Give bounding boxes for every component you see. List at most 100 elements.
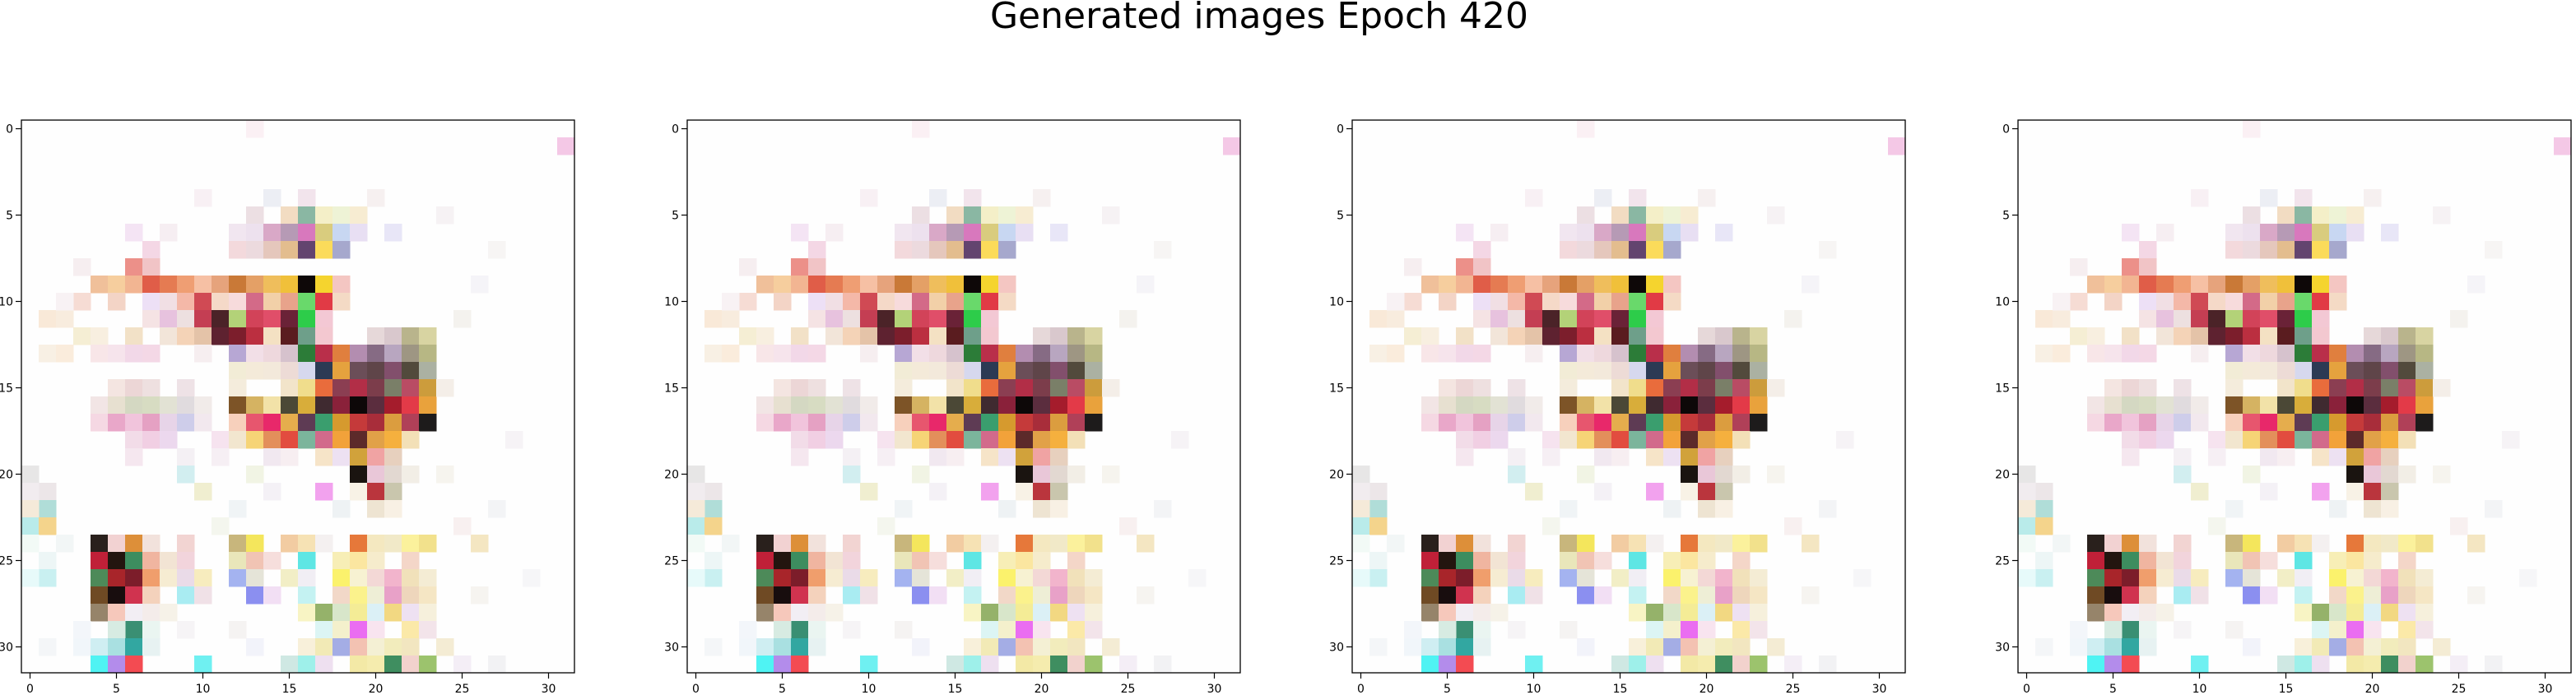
panel-3-pixel <box>1421 327 1439 345</box>
panel-3-pixel <box>1802 586 1820 605</box>
panel-2-pixel <box>1067 327 1086 345</box>
panel-3-pixel <box>1508 327 1526 345</box>
panel-2-pixel <box>912 552 930 570</box>
panel-4-pixel <box>2329 414 2347 432</box>
panel-4-pixel <box>2035 552 2053 570</box>
panel-1-pixel <box>367 569 385 587</box>
panel-1-pixel <box>263 362 281 380</box>
panel-2-pixel <box>998 276 1016 294</box>
panel-2-pixel <box>1033 500 1051 518</box>
panel-4-pixel <box>2329 293 2347 311</box>
panel-2-pixel <box>774 345 792 363</box>
panel-3-pixel <box>1715 604 1733 622</box>
panel-1-pixel <box>177 414 195 432</box>
panel-4-pixel <box>2104 379 2123 397</box>
panel-4-pixel <box>2364 327 2382 345</box>
panel-1-pixel <box>263 345 281 363</box>
panel-4-pixel <box>2346 569 2364 587</box>
panel-3-pixel <box>1698 362 1716 380</box>
panel-1-pixel <box>212 276 230 294</box>
panel-1-pixel <box>384 466 402 484</box>
panel-1-pixel <box>332 396 351 415</box>
panel-3-pixel <box>1560 396 1578 415</box>
panel-1-pixel <box>246 414 264 432</box>
panel-2-y-tick-label: 10 <box>664 296 679 309</box>
panel-4-pixel <box>2398 552 2416 570</box>
panel-3-pixel <box>1784 656 1802 674</box>
panel-4-pixel <box>2312 535 2330 553</box>
panel-1-x-tick-label: 30 <box>542 683 556 695</box>
panel-4-pixel <box>2346 362 2364 380</box>
panel-2-pixel <box>946 379 965 397</box>
panel-4-pixel <box>2035 345 2053 363</box>
panel-2-pixel <box>981 535 999 553</box>
panel-3-pixel <box>1646 293 1664 311</box>
panel-4-pixel <box>2502 431 2520 449</box>
panel-4-pixel <box>2364 586 2382 605</box>
panel-2-pixel <box>722 535 740 553</box>
panel-4-pixel <box>2346 379 2364 397</box>
panel-2-pixel <box>825 396 844 415</box>
panel-1-pixel <box>246 535 264 553</box>
panel-4-x-tick-label: 0 <box>2023 683 2030 695</box>
panel-2-pixel <box>1102 206 1120 225</box>
panel-2-pixel <box>1033 466 1051 484</box>
panel-1-pixel <box>160 569 178 587</box>
panel-3-pixel <box>1681 535 1699 553</box>
panel-3-pixel <box>1611 327 1630 345</box>
panel-1-pixel <box>350 396 368 415</box>
panel-4-pixel <box>2243 431 2261 449</box>
panel-1-pixel <box>246 552 264 570</box>
panel-4-pixel <box>2225 431 2244 449</box>
panel-2-pixel <box>756 327 774 345</box>
panel-1-pixel <box>281 293 299 311</box>
panel-3-pixel <box>1560 552 1578 570</box>
panel-3-pixel <box>1732 414 1751 432</box>
panel-4-pixel <box>2312 206 2330 225</box>
panel-2-pixel <box>1050 224 1068 242</box>
panel-1-pixel <box>194 656 212 674</box>
panel-1-pixel <box>350 414 368 432</box>
panel-1-pixel <box>367 345 385 363</box>
panel-4-pixel <box>2156 224 2174 242</box>
panel-2-pixel <box>774 569 792 587</box>
panel-4-pixel <box>2174 310 2192 328</box>
panel-1-pixel <box>39 500 57 518</box>
panel-1-pixel <box>402 621 420 639</box>
panel-3-pixel <box>1439 276 1457 294</box>
panel-3-pixel <box>1611 362 1630 380</box>
panel-4-pixel <box>2364 638 2382 656</box>
panel-4-pixel <box>2381 345 2399 363</box>
panel-2-pixel <box>998 379 1016 397</box>
panel-1-pixel <box>229 500 247 518</box>
panel-2-pixel <box>808 535 826 553</box>
panel-1-pixel <box>436 206 454 225</box>
panel-2-pixel <box>998 621 1016 639</box>
panel-1-pixel <box>39 552 57 570</box>
panel-3-pixel <box>1732 604 1751 622</box>
panel-3-pixel <box>1594 586 1612 605</box>
panel-2-pixel <box>704 483 723 501</box>
panel-1-pixel <box>246 586 264 605</box>
panel-3-pixel <box>1490 569 1509 587</box>
panel-3-pixel <box>1681 414 1699 432</box>
panel-2-pixel <box>912 276 930 294</box>
panel-2-pixel <box>1119 517 1137 535</box>
panel-3-pixel <box>1456 396 1474 415</box>
panel-2-pixel <box>860 569 878 587</box>
panel-1-pixel <box>246 276 264 294</box>
panel-4-pixel <box>2398 621 2416 639</box>
panel-4-pixel <box>2191 656 2209 674</box>
panel-2-pixel <box>964 638 982 656</box>
panel-4-pixel <box>2364 466 2382 484</box>
panel-4-pixel <box>2104 586 2123 605</box>
panel-3-pixel <box>1767 638 1785 656</box>
panel-4-pixel <box>2295 293 2313 311</box>
panel-2-pixel <box>1085 656 1103 674</box>
panel-2-pixel <box>929 241 947 259</box>
panel-2-pixel <box>791 276 809 294</box>
panel-4-pixel <box>2104 276 2123 294</box>
panel-3-pixel <box>1715 327 1733 345</box>
panel-1-pixel <box>177 293 195 311</box>
panel-2-pixel <box>843 379 861 397</box>
